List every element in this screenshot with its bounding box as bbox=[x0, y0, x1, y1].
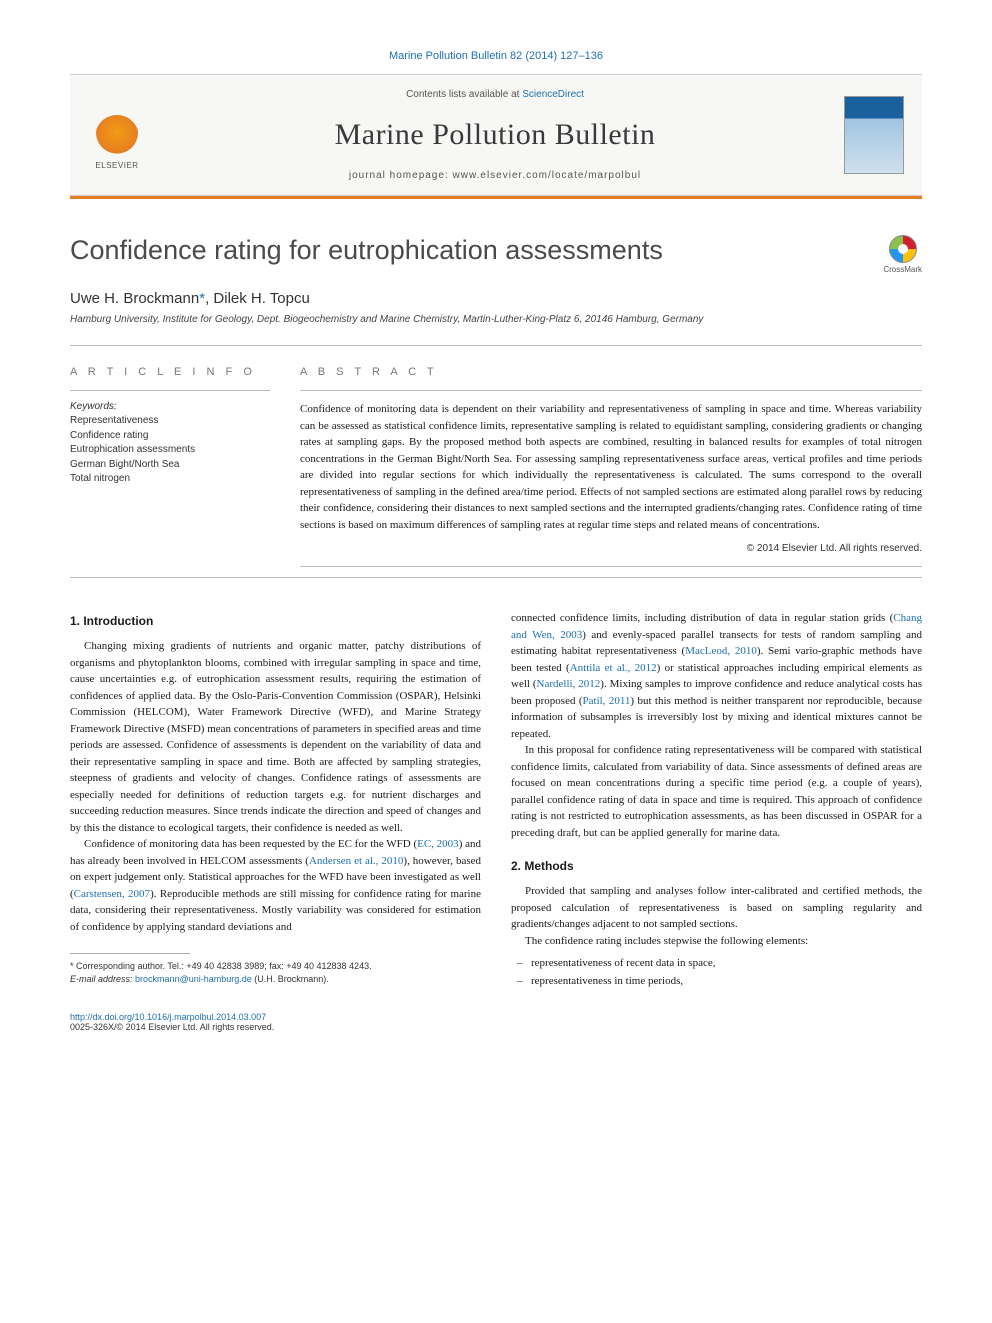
publisher-name: ELSEVIER bbox=[95, 161, 138, 170]
body-paragraph: Changing mixing gradients of nutrients a… bbox=[70, 638, 481, 836]
body-paragraph: In this proposal for confidence rating r… bbox=[511, 742, 922, 841]
footnote-separator bbox=[70, 953, 190, 954]
affiliation: Hamburg University, Institute for Geolog… bbox=[70, 314, 922, 325]
journal-cover-thumbnail bbox=[844, 96, 904, 174]
section-2-heading: 2. Methods bbox=[511, 859, 922, 873]
divider bbox=[70, 345, 922, 346]
elsevier-tree-icon bbox=[95, 115, 139, 159]
crossmark-icon bbox=[889, 235, 917, 263]
divider bbox=[70, 390, 270, 391]
citation-link[interactable]: Andersen et al., 2010 bbox=[309, 855, 403, 867]
sciencedirect-link[interactable]: ScienceDirect bbox=[522, 89, 584, 100]
email-label: E-mail address: bbox=[70, 974, 133, 984]
section-1-heading: 1. Introduction bbox=[70, 614, 481, 628]
citation-link[interactable]: Carstensen, 2007 bbox=[74, 888, 150, 900]
email-attribution: (U.H. Brockmann). bbox=[252, 974, 329, 984]
citation-link[interactable]: EC, 2003 bbox=[417, 838, 459, 850]
corresponding-author-footnote: * Corresponding author. Tel.: +49 40 428… bbox=[70, 960, 481, 973]
keywords-label: Keywords: bbox=[70, 401, 270, 412]
citation-link[interactable]: Patil, 2011 bbox=[583, 695, 631, 707]
crossmark-label: CrossMark bbox=[883, 265, 922, 274]
keywords-list: Representativeness Confidence rating Eut… bbox=[70, 414, 270, 487]
masthead: ELSEVIER Contents lists available at Sci… bbox=[70, 74, 922, 196]
elsevier-logo: ELSEVIER bbox=[88, 100, 146, 170]
email-link[interactable]: brockmann@uni-hamburg.de bbox=[135, 974, 252, 984]
article-title: Confidence rating for eutrophication ass… bbox=[70, 235, 663, 266]
orange-rule bbox=[70, 196, 922, 199]
homepage-url[interactable]: www.elsevier.com/locate/marpolbul bbox=[453, 170, 642, 181]
doi-link[interactable]: http://dx.doi.org/10.1016/j.marpolbul.20… bbox=[70, 1012, 922, 1022]
bullet-list: –representativeness of recent data in sp… bbox=[511, 955, 922, 990]
homepage-line: journal homepage: www.elsevier.com/locat… bbox=[146, 170, 844, 181]
authors: Uwe H. Brockmann*, Dilek H. Topcu bbox=[70, 290, 922, 307]
journal-title: Marine Pollution Bulletin bbox=[146, 118, 844, 152]
journal-reference: Marine Pollution Bulletin 82 (2014) 127–… bbox=[70, 50, 922, 62]
abstract-heading: a b s t r a c t bbox=[300, 366, 922, 378]
contents-line: Contents lists available at ScienceDirec… bbox=[146, 89, 844, 100]
divider bbox=[300, 390, 922, 391]
body-paragraph: Provided that sampling and analyses foll… bbox=[511, 883, 922, 933]
copyright-line: © 2014 Elsevier Ltd. All rights reserved… bbox=[300, 543, 922, 554]
citation-link[interactable]: Nardelli, 2012 bbox=[537, 678, 601, 690]
article-info-column: a r t i c l e i n f o Keywords: Represen… bbox=[70, 366, 270, 577]
citation-link[interactable]: Anttila et al., 2012 bbox=[570, 662, 657, 674]
list-item: representativeness of recent data in spa… bbox=[531, 955, 715, 973]
body-paragraph: Confidence of monitoring data has been r… bbox=[70, 836, 481, 935]
citation-link[interactable]: MacLeod, 2010 bbox=[685, 645, 757, 657]
divider bbox=[70, 577, 922, 578]
contents-prefix: Contents lists available at bbox=[406, 89, 522, 100]
body-paragraph: The confidence rating includes stepwise … bbox=[511, 933, 922, 950]
abstract-column: a b s t r a c t Confidence of monitoring… bbox=[300, 366, 922, 577]
author-2: , Dilek H. Topcu bbox=[205, 290, 310, 307]
page-footer: http://dx.doi.org/10.1016/j.marpolbul.20… bbox=[70, 1012, 922, 1032]
divider bbox=[300, 566, 922, 567]
article-info-heading: a r t i c l e i n f o bbox=[70, 366, 270, 378]
email-footnote: E-mail address: brockmann@uni-hamburg.de… bbox=[70, 973, 481, 986]
issn-copyright: 0025-326X/© 2014 Elsevier Ltd. All right… bbox=[70, 1022, 922, 1032]
body-columns: 1. Introduction Changing mixing gradient… bbox=[70, 610, 922, 990]
crossmark-badge[interactable]: CrossMark bbox=[883, 235, 922, 274]
abstract-text: Confidence of monitoring data is depende… bbox=[300, 401, 922, 533]
homepage-prefix: journal homepage: bbox=[349, 170, 453, 181]
list-item: representativeness in time periods, bbox=[531, 973, 683, 991]
author-1: Uwe H. Brockmann bbox=[70, 290, 199, 307]
body-paragraph: connected confidence limits, including d… bbox=[511, 610, 922, 742]
